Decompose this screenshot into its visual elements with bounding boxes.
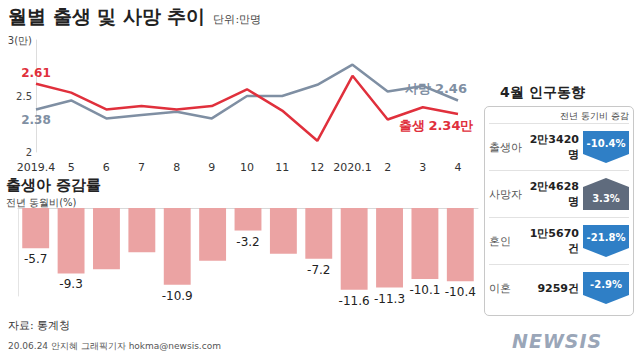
svg-text:3(만): 3(만) (8, 35, 32, 46)
svg-text:사망: 사망 (405, 81, 431, 96)
svg-text:6: 6 (103, 161, 110, 174)
svg-text:4: 4 (455, 161, 462, 174)
html-text:이혼: 이혼 (489, 281, 511, 295)
svg-text:출생: 출생 (399, 118, 425, 133)
svg-text:2.5: 2.5 (16, 91, 32, 102)
svg-text:-10.9: -10.9 (162, 289, 193, 303)
svg-text:-5.7: -5.7 (24, 252, 47, 266)
html-text:20.06.24 안지혜 그래픽기자 hokma@newsi: 20.06.24 안지혜 그래픽기자 hokma@newsis.com (8, 341, 221, 351)
svg-text:-11.6: -11.6 (339, 294, 370, 308)
html-text:혼인: 혼인 (489, 234, 511, 248)
html-text:2만3420명: 2만3420명 (529, 133, 579, 161)
svg-text:12: 12 (310, 161, 324, 174)
svg-text:5: 5 (68, 161, 75, 174)
svg-text:8: 8 (173, 161, 180, 174)
svg-text:-7.2: -7.2 (307, 263, 330, 277)
html-text:1만5670건: 1만5670건 (529, 227, 579, 255)
svg-text:2: 2 (384, 161, 391, 174)
html-text:2만4628명: 2만4628명 (529, 180, 579, 208)
html-text:4월 인구동향: 4월 인구동향 (500, 84, 585, 100)
html-text:월별 출생 및 사망 추이 단위:만명: 월별 출생 및 사망 추이 단위:만명 (8, 5, 262, 27)
html-text:사망자: 사망자 (489, 187, 522, 201)
svg-text:-21.8%: -21.8% (587, 232, 626, 243)
html-text:전년 동월비(%): 전년 동월비(%) (6, 197, 77, 208)
svg-text:-9.3: -9.3 (59, 277, 82, 291)
svg-text:-3.2: -3.2 (236, 235, 259, 249)
svg-text:-10.4: -10.4 (445, 285, 476, 299)
svg-text:10: 10 (240, 161, 254, 174)
svg-text:9: 9 (208, 161, 215, 174)
svg-text:2: 2 (26, 147, 32, 158)
svg-text:-10.1: -10.1 (409, 283, 440, 297)
html-text:출생아 증감률: 출생아 증감률 (6, 176, 102, 194)
svg-text:2.38: 2.38 (21, 113, 51, 127)
svg-text:-10.4%: -10.4% (587, 138, 626, 149)
svg-text:7: 7 (138, 161, 145, 174)
html-text:출생아: 출생아 (489, 140, 522, 154)
svg-text:3: 3 (419, 161, 426, 174)
html-text:9259건: 9259건 (537, 281, 579, 295)
svg-text:2019.4: 2019.4 (17, 161, 56, 174)
html-text:자료: 통계청: 자료: 통계청 (8, 319, 71, 332)
html-text:NEWSIS: NEWSIS (512, 330, 603, 352)
svg-text:-11.3: -11.3 (374, 292, 405, 306)
svg-text:3.3%: 3.3% (592, 193, 620, 204)
svg-text:2.46: 2.46 (435, 81, 467, 96)
svg-text:2.34만: 2.34만 (428, 118, 473, 133)
svg-text:2.61: 2.61 (21, 66, 51, 80)
svg-text:11: 11 (275, 161, 289, 174)
svg-text:2020.1: 2020.1 (333, 161, 372, 174)
html-text:전년 동기비 증감: 전년 동기비 증감 (560, 111, 629, 121)
svg-text:-2.9%: -2.9% (590, 279, 622, 290)
